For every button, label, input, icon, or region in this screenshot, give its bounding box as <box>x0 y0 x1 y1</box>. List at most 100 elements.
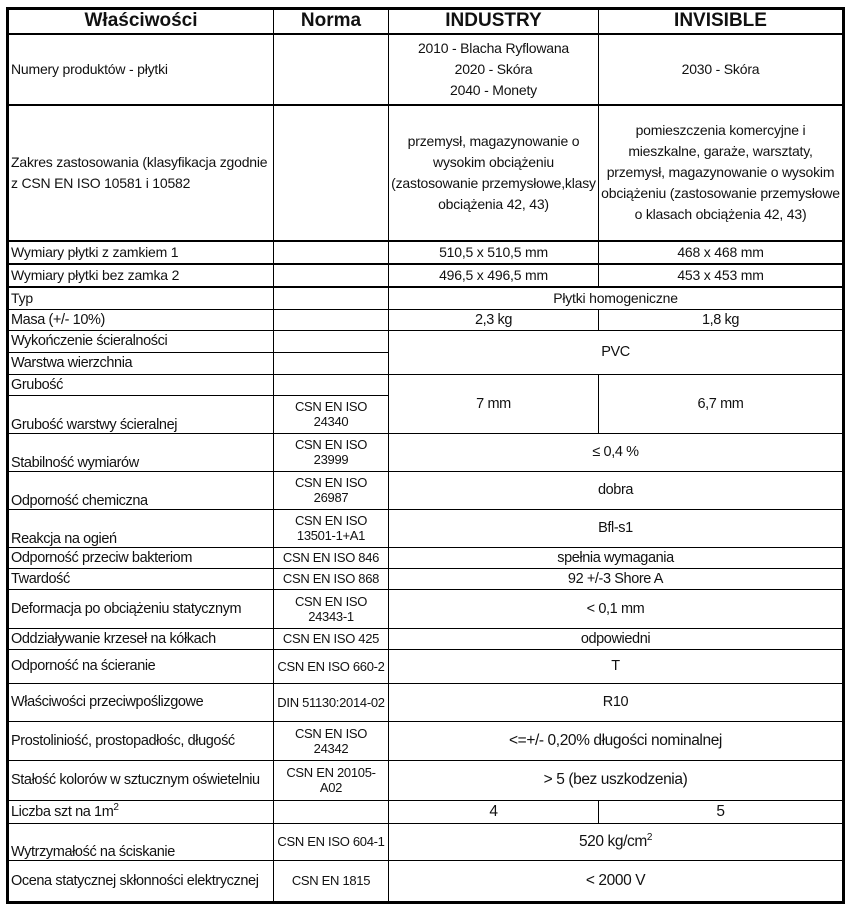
row-label: Odporność przeciw bakteriom <box>7 546 274 569</box>
row-label: Odporność chemiczna <box>7 470 274 510</box>
table-row: Wymiary płytki z zamkiem 1 510,5 x 510,5… <box>7 240 844 265</box>
value-text: 520 kg/cm <box>578 832 647 850</box>
shared-value-cell: T <box>388 648 844 684</box>
norm-cell: CSN EN ISO 24340 <box>273 394 389 434</box>
table-row: Liczba szt na 1m2 4 5 <box>7 799 844 824</box>
superscript: 2 <box>113 801 119 813</box>
table-row: Deformacja po obciążeniu statycznym CSN … <box>7 588 844 629</box>
industry-cell: 496,5 x 496,5 mm <box>388 263 599 288</box>
shared-value-cell: R10 <box>388 682 844 722</box>
table-row: Prostoliniość, prostopadłośc, długość CS… <box>7 720 844 761</box>
row-label: Wykończenie ścieralności <box>7 329 274 353</box>
product-number: 2020 - Skóra <box>454 60 533 77</box>
norm-cell: CSN EN ISO 660-2 <box>273 648 389 684</box>
row-label: Deformacja po obciążeniu statycznym <box>7 588 274 629</box>
norm-cell <box>273 308 389 331</box>
invisible-cell: pomieszczenia komercyjne i mieszkalne, g… <box>598 104 844 242</box>
industry-cell: 510,5 x 510,5 mm <box>388 240 599 265</box>
invisible-cell: 6,7 mm <box>598 373 844 434</box>
norm-cell <box>273 329 389 353</box>
norm-cell <box>273 33 389 106</box>
norm-cell: CSN EN 1815 <box>273 859 389 903</box>
shared-value-cell: < 2000 V <box>388 859 844 903</box>
header-row: Właściwości Norma INDUSTRY INVISIBLE <box>7 8 844 35</box>
norm-cell: CSN EN ISO 846 <box>273 546 389 569</box>
row-label: Zakres zastosowania (klasyfikacja zgodni… <box>7 104 274 242</box>
shared-value-cell: < 0,1 mm <box>388 588 844 629</box>
shared-value-cell: <=+/- 0,20% długości nominalnej <box>388 720 844 761</box>
industry-cell: 7 mm <box>388 373 599 434</box>
product-number: 2010 - Blacha Ryflowana <box>417 39 570 56</box>
norm-cell: CSN EN ISO 24343-1 <box>273 588 389 629</box>
invisible-cell: 468 x 468 mm <box>598 240 844 265</box>
norm-cell: CSN EN ISO 868 <box>273 567 389 590</box>
industry-cell: 4 <box>388 799 599 824</box>
industry-cell: przemysł, magazynowanie o wysokim obciąż… <box>388 104 599 242</box>
row-label: Stabilność wymiarów <box>7 432 274 472</box>
row-label: Warstwa wierzchnia <box>7 351 274 375</box>
norm-cell <box>273 351 389 375</box>
table-row: Odporność przeciw bakteriom CSN EN ISO 8… <box>7 546 844 569</box>
row-label: Wytrzymałość na ściskanie <box>7 822 274 861</box>
properties-table: Właściwości Norma INDUSTRY INVISIBLE Num… <box>6 7 845 904</box>
norm-cell: DIN 51130:2014-02 <box>273 682 389 722</box>
row-label: Ocena statycznej skłonności elektrycznej <box>7 859 274 903</box>
header-industry: INDUSTRY <box>388 8 599 35</box>
row-label: Reakcja na ogień <box>7 508 274 548</box>
table-row: Reakcja na ogień CSN EN ISO 13501-1+A1 B… <box>7 508 844 548</box>
row-label: Wymiary płytki z zamkiem 1 <box>7 240 274 265</box>
row-label: Stałość kolorów w sztucznym oświetelniu <box>7 759 274 801</box>
invisible-cell: 2030 - Skóra <box>598 33 844 106</box>
table-row: Wykończenie ścieralności PVC <box>7 329 844 375</box>
shared-value-cell: 92 +/-3 Shore A <box>388 567 844 590</box>
shared-value-cell: > 5 (bez uszkodzenia) <box>388 759 844 801</box>
norm-cell: CSN EN 20105-A02 <box>273 759 389 801</box>
table-row: Zakres zastosowania (klasyfikacja zgodni… <box>7 104 844 242</box>
row-label: Twardość <box>7 567 274 590</box>
shared-value-cell: PVC <box>388 329 844 375</box>
norm-cell: CSN EN ISO 425 <box>273 627 389 650</box>
row-label: Odporność na ścieranie <box>7 648 274 684</box>
invisible-cell: 1,8 kg <box>598 308 844 331</box>
product-number: 2040 - Monety <box>450 81 537 98</box>
header-norm: Norma <box>273 8 389 35</box>
row-label: Grubość warstwy ścieralnej <box>7 394 274 434</box>
shared-value-cell: 520 kg/cm2 <box>388 822 844 861</box>
shared-value-cell: dobra <box>388 470 844 510</box>
invisible-cell: 453 x 453 mm <box>598 263 844 288</box>
header-invisible: INVISIBLE <box>598 8 844 35</box>
norm-cell <box>273 373 389 396</box>
row-label: Numery produktów - płytki <box>7 33 274 106</box>
table-row: Twardość CSN EN ISO 868 92 +/-3 Shore A <box>7 567 844 590</box>
norm-cell: CSN EN ISO 23999 <box>273 432 389 472</box>
table-row: Wymiary płytki bez zamka 2 496,5 x 496,5… <box>7 263 844 288</box>
superscript: 2 <box>646 831 653 843</box>
row-label: Prostoliniość, prostopadłośc, długość <box>7 720 274 761</box>
table-row: Typ Płytki homogeniczne <box>7 286 844 310</box>
table-row: Ocena statycznej skłonności elektrycznej… <box>7 859 844 903</box>
table-row: Stałość kolorów w sztucznym oświetelniu … <box>7 759 844 801</box>
table-row: Odporność chemiczna CSN EN ISO 26987 dob… <box>7 470 844 510</box>
shared-value-cell: spełnia wymagania <box>388 546 844 569</box>
invisible-cell: 5 <box>598 799 844 824</box>
shared-value-cell: odpowiedni <box>388 627 844 650</box>
row-label: Grubość <box>7 373 274 396</box>
row-label: Typ <box>7 286 274 310</box>
table-row: Wytrzymałość na ściskanie CSN EN ISO 604… <box>7 822 844 861</box>
table-row: Oddziaływanie krzeseł na kółkach CSN EN … <box>7 627 844 650</box>
row-label: Właściwości przeciwpoślizgowe <box>7 682 274 722</box>
norm-cell: CSN EN ISO 26987 <box>273 470 389 510</box>
row-label: Oddziaływanie krzeseł na kółkach <box>7 627 274 650</box>
table-row: Masa (+/- 10%) 2,3 kg 1,8 kg <box>7 308 844 331</box>
shared-value-cell: Bfl-s1 <box>388 508 844 548</box>
norm-cell: CSN EN ISO 13501-1+A1 <box>273 508 389 548</box>
row-label: Masa (+/- 10%) <box>7 308 274 331</box>
norm-cell <box>273 104 389 242</box>
norm-cell <box>273 263 389 288</box>
row-label: Liczba szt na 1m2 <box>7 799 274 824</box>
table-row: Właściwości przeciwpoślizgowe DIN 51130:… <box>7 682 844 722</box>
norm-cell: CSN EN ISO 604-1 <box>273 822 389 861</box>
norm-cell: CSN EN ISO 24342 <box>273 720 389 761</box>
norm-cell <box>273 240 389 265</box>
table-row: Grubość warstwy ścieralnej CSN EN ISO 24… <box>7 394 844 434</box>
